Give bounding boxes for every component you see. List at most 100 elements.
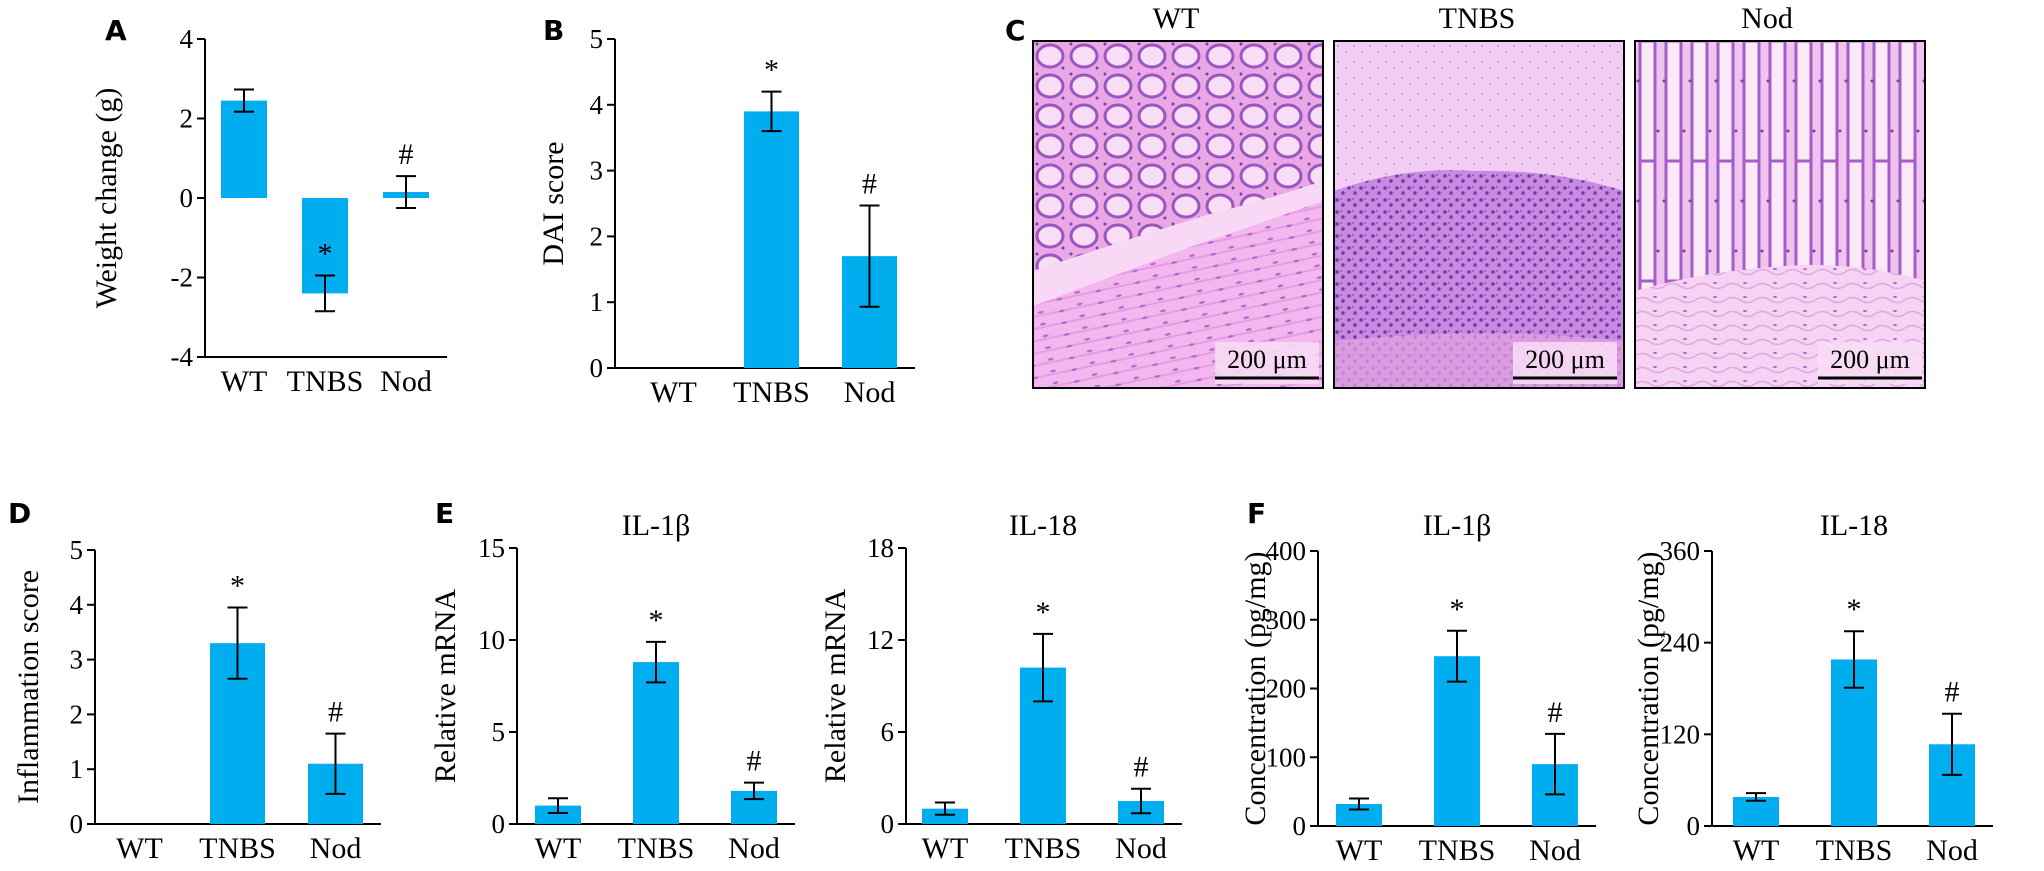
chart-title: IL-18 xyxy=(1820,509,1888,542)
y-tick-label: 300 xyxy=(1266,605,1307,635)
chart-title: IL-18 xyxy=(1009,509,1077,542)
chart-inflammation-score: 0 1 2 3 4 5 Inflammation score WT * TNBS # Nod xyxy=(12,535,381,865)
y-axis-label: Inflammation score xyxy=(12,570,45,804)
y-axis-label: Weight change (g) xyxy=(90,88,123,309)
x-tick-label: Nod xyxy=(1529,834,1581,867)
y-tick-label: -2 xyxy=(171,263,194,293)
y-tick-label: 3 xyxy=(70,645,84,675)
significance-mark: * xyxy=(649,604,664,637)
panel-letter-d: D xyxy=(8,497,31,530)
significance-mark: * xyxy=(1450,593,1465,626)
y-tick-label: 5 xyxy=(492,717,506,747)
x-tick-label: TNBS xyxy=(618,832,695,865)
panel-letter-c: C xyxy=(1005,14,1026,47)
significance-mark: # xyxy=(1548,696,1563,729)
y-tick-label: 3 xyxy=(590,156,604,186)
significance-mark: # xyxy=(862,167,877,200)
y-tick-label: 360 xyxy=(1660,536,1701,566)
significance-mark: # xyxy=(1134,751,1149,784)
scalebar-label-nod: 200 μm xyxy=(1830,345,1910,374)
y-axis-label: Concentration (pg/mg) xyxy=(1239,551,1272,825)
significance-mark: # xyxy=(747,745,762,778)
significance-mark: * xyxy=(1847,593,1862,626)
y-tick-label: 100 xyxy=(1266,742,1307,772)
y-tick-label: 4 xyxy=(180,24,194,54)
panel-letter-e: E xyxy=(435,497,454,530)
chart-il18-mrna: 0 6 12 18 Relative mRNA IL-18 WT * TNBS # Nod xyxy=(819,509,1182,865)
y-axis-label: Concentration (pg/mg) xyxy=(1632,551,1665,825)
x-tick-label: Nod xyxy=(380,365,432,398)
panel-letter-f: F xyxy=(1247,497,1266,530)
panel-letter-b: B xyxy=(543,14,564,47)
scalebar-label-wt: 200 μm xyxy=(1227,345,1307,374)
chart-dai-score: 0 1 2 3 4 5 DAI score WT * TNBS # Nod xyxy=(537,24,915,409)
y-tick-label: 0 xyxy=(590,353,604,383)
x-tick-label: TNBS xyxy=(287,365,364,398)
bar xyxy=(922,808,968,824)
y-tick-label: 0 xyxy=(70,809,84,839)
y-tick-label: 5 xyxy=(590,24,604,54)
histology-image-tnbs: 200 μm xyxy=(1333,40,1625,389)
y-tick-label: 200 xyxy=(1266,674,1307,704)
y-tick-label: 18 xyxy=(867,533,894,563)
x-tick-label: Nod xyxy=(728,832,780,865)
bar xyxy=(221,100,267,198)
histology-title-tnbs: TNBS xyxy=(1439,2,1516,35)
x-tick-label: TNBS xyxy=(199,832,276,865)
y-tick-label: -4 xyxy=(171,342,194,372)
y-tick-label: 240 xyxy=(1660,628,1701,658)
x-tick-label: WT xyxy=(221,365,268,398)
x-tick-label: WT xyxy=(922,832,969,865)
bar xyxy=(535,805,581,824)
scalebar-label-tnbs: 200 μm xyxy=(1525,345,1605,374)
x-tick-label: WT xyxy=(1336,834,1383,867)
y-tick-label: 1 xyxy=(70,754,84,784)
significance-mark: * xyxy=(764,54,779,87)
y-tick-label: 0 xyxy=(180,183,194,213)
significance-mark: # xyxy=(1945,676,1960,709)
bar xyxy=(1336,804,1382,826)
histology-image-wt: 200 μm xyxy=(1032,40,1324,389)
histology-title-nod: Nod xyxy=(1741,2,1793,35)
x-tick-label: TNBS xyxy=(1005,832,1082,865)
y-tick-label: 15 xyxy=(478,533,505,563)
y-tick-label: 400 xyxy=(1266,536,1307,566)
x-tick-label: Nod xyxy=(844,376,896,409)
histology-title-wt: WT xyxy=(1153,2,1200,35)
x-tick-label: TNBS xyxy=(1816,834,1893,867)
panel-letter-a: A xyxy=(105,14,127,47)
significance-mark: * xyxy=(1036,596,1051,629)
chart-title: IL-1β xyxy=(622,509,691,542)
chart-il1b-mrna: 0 5 10 15 Relative mRNA IL-1β WT * TNBS # Nod xyxy=(429,509,795,865)
y-tick-label: 2 xyxy=(70,699,84,729)
bar xyxy=(744,111,799,368)
y-tick-label: 0 xyxy=(1293,811,1307,841)
chart-weight-change: -4 -2 0 2 4 Weight change (g) WT * TNBS # Nod xyxy=(90,24,447,398)
chart-title: IL-1β xyxy=(1423,509,1492,542)
x-tick-label: Nod xyxy=(1926,834,1978,867)
y-tick-label: 0 xyxy=(1687,811,1701,841)
y-tick-label: 12 xyxy=(867,625,894,655)
y-axis-label: Relative mRNA xyxy=(429,589,462,783)
x-tick-label: WT xyxy=(1733,834,1780,867)
y-tick-label: 4 xyxy=(70,590,84,620)
y-tick-label: 2 xyxy=(590,221,604,251)
significance-mark: # xyxy=(399,138,414,171)
x-tick-label: WT xyxy=(116,832,163,865)
x-tick-label: Nod xyxy=(1115,832,1167,865)
y-tick-label: 0 xyxy=(881,809,895,839)
significance-mark: # xyxy=(328,696,343,729)
y-axis-label: Relative mRNA xyxy=(819,589,852,783)
x-tick-label: Nod xyxy=(310,832,362,865)
bar xyxy=(633,662,679,824)
y-tick-label: 6 xyxy=(881,717,895,747)
histology-panel: WT TNBS Nod 200 μm 200 μm xyxy=(1032,2,1926,389)
histology-image-nod: 200 μm xyxy=(1634,40,1926,389)
y-tick-label: 1 xyxy=(590,287,604,317)
y-axis-label: DAI score xyxy=(537,141,570,265)
y-tick-label: 10 xyxy=(478,625,505,655)
significance-mark: * xyxy=(318,238,333,271)
